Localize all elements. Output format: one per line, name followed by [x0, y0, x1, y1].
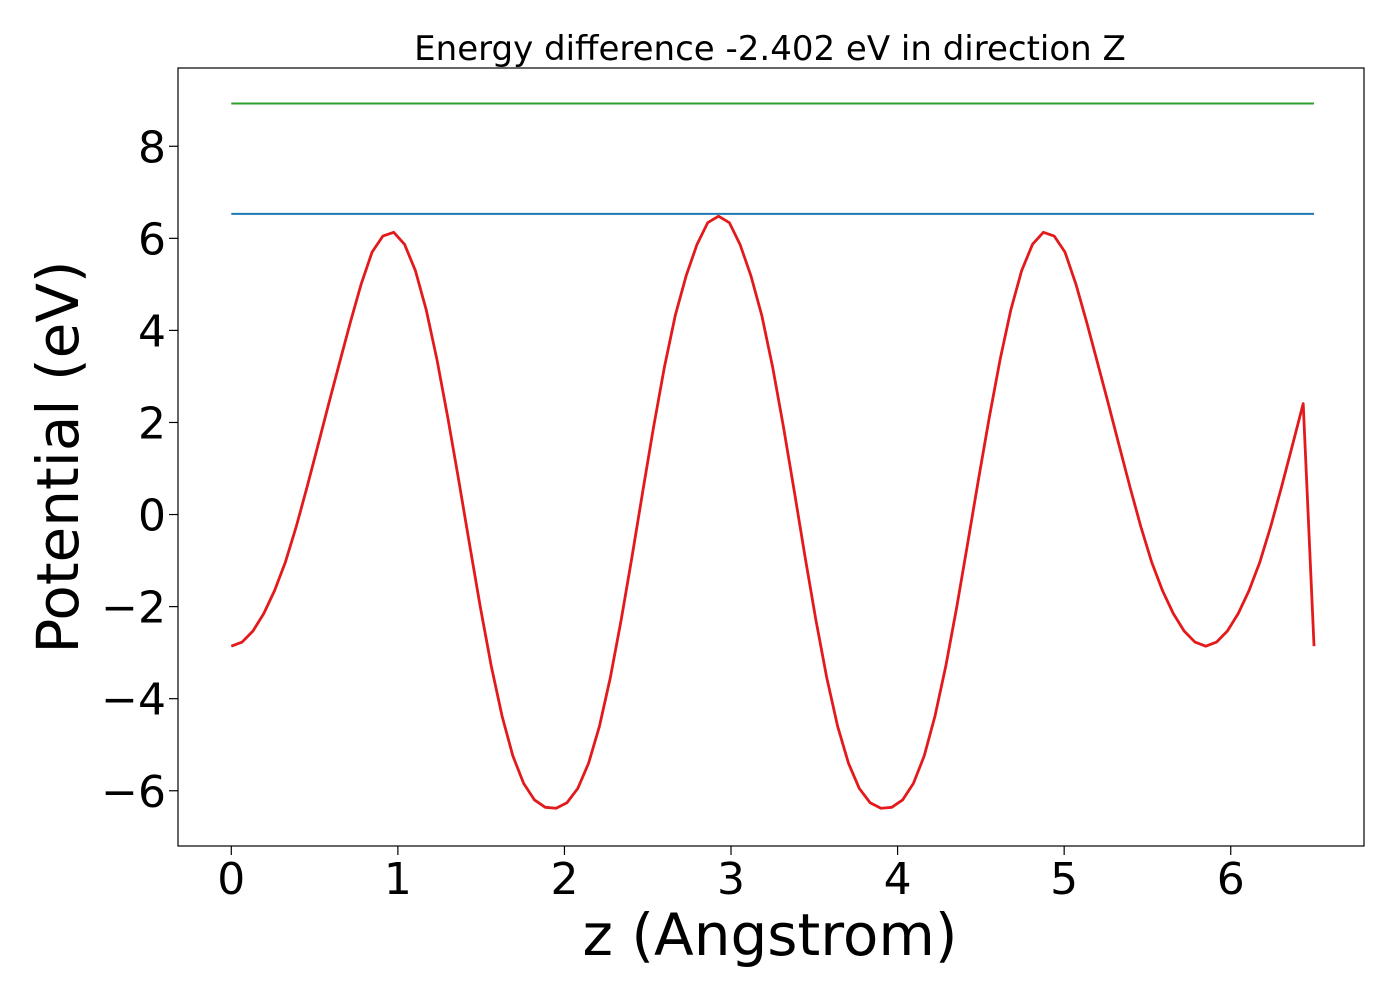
series-line-0	[230, 214, 1316, 810]
y-axis-label: Potential (eV)	[24, 260, 92, 653]
plot-area-frame	[177, 67, 1365, 847]
y-tick-label: −4	[101, 675, 166, 726]
y-tick-label: 2	[138, 398, 166, 449]
chart-title: Energy difference -2.402 eV in direction…	[414, 29, 1126, 69]
x-tick-label: 0	[217, 854, 245, 905]
x-tick-label: 3	[717, 854, 745, 905]
x-tick-label: 1	[384, 854, 412, 905]
y-axis-ticks: −6 −4 −2 0 2 4 6 8	[101, 122, 178, 818]
y-tick-label: 6	[138, 214, 166, 265]
y-tick-label: −2	[101, 583, 166, 634]
x-axis-label: z (Angstrom)	[583, 901, 958, 969]
series-layer	[230, 102, 1316, 810]
x-tick-label: 5	[1050, 854, 1078, 905]
x-tick-label: 4	[884, 854, 912, 905]
x-tick-label: 2	[550, 854, 578, 905]
y-tick-label: 4	[138, 306, 166, 357]
y-tick-label: −6	[101, 767, 166, 818]
x-axis-ticks: 0 1 2 3 4 5 6	[217, 846, 1245, 905]
y-tick-label: 0	[138, 491, 166, 542]
x-tick-label: 6	[1217, 854, 1245, 905]
y-tick-label: 8	[138, 122, 166, 173]
